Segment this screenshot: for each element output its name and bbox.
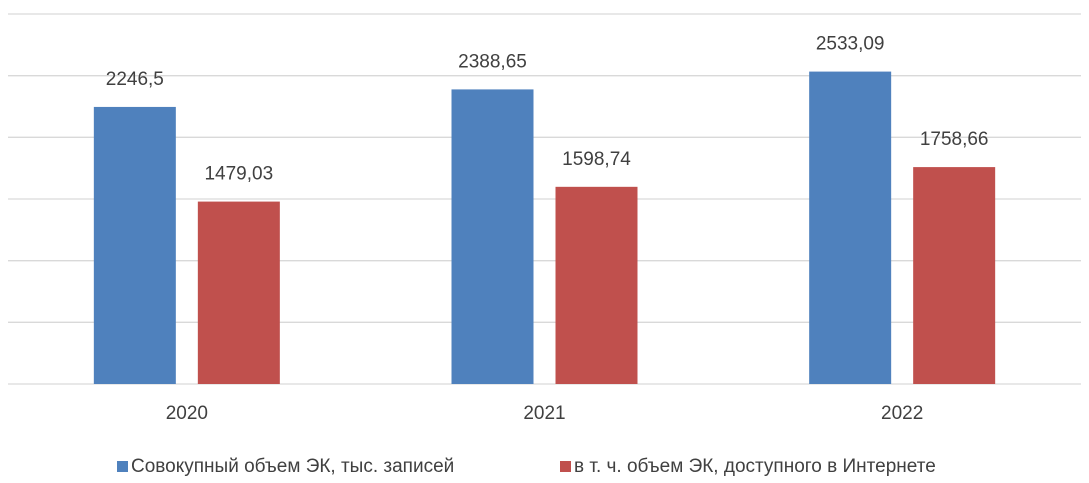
data-label: 1598,74 <box>562 149 631 170</box>
legend-swatch <box>117 461 128 472</box>
legend-swatch <box>560 461 571 472</box>
data-label: 2533,09 <box>816 34 885 55</box>
bar <box>913 167 996 384</box>
legend-label: в т. ч. объем ЭК, доступного в Интернете <box>574 456 936 477</box>
bar <box>93 106 176 384</box>
bar <box>809 71 892 384</box>
legend-label: Совокупный объем ЭК, тыс. записей <box>131 456 454 477</box>
x-tick-label: 2022 <box>881 403 923 424</box>
data-label: 2388,65 <box>458 51 527 72</box>
bar <box>451 89 534 384</box>
x-tick-label: 2020 <box>166 403 208 424</box>
data-label: 1758,66 <box>920 129 989 150</box>
data-label: 2246,5 <box>106 69 164 90</box>
x-tick-label: 2021 <box>523 403 565 424</box>
bar <box>555 186 638 384</box>
data-label: 1479,03 <box>204 164 273 185</box>
bar <box>197 201 280 384</box>
